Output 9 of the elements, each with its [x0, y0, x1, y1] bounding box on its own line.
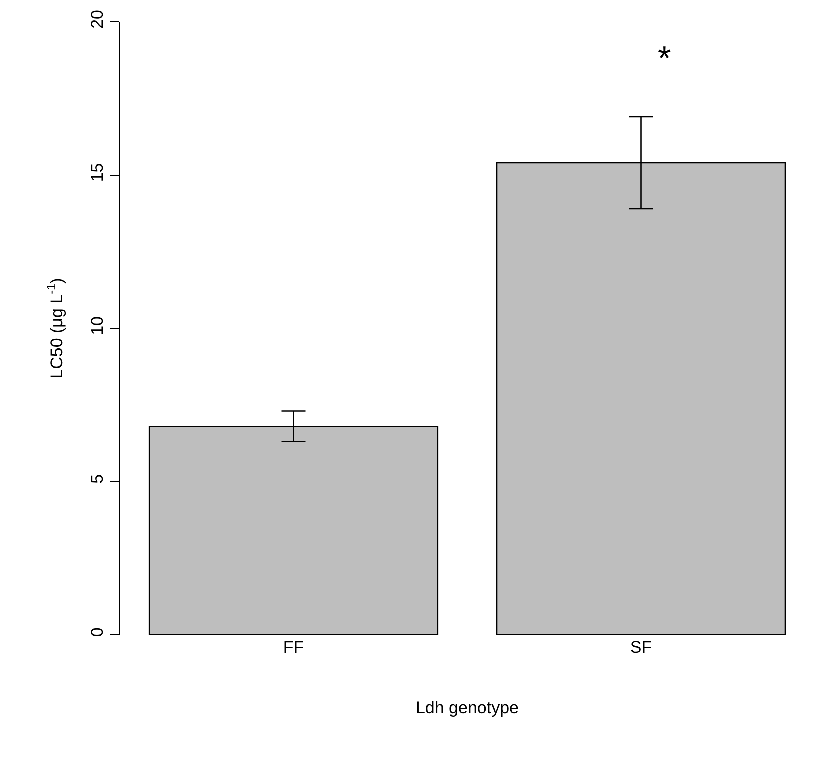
x-axis-title: Ldh genotype	[416, 698, 520, 718]
y-tick-label: 10	[88, 316, 107, 336]
y-tick-label: 5	[88, 474, 107, 484]
x-tick-label: SF	[630, 638, 652, 657]
y-tick-label: 0	[88, 628, 107, 638]
annotation: *	[658, 40, 672, 78]
y-tick-label: 15	[88, 163, 107, 182]
y-tick-label: 20	[88, 10, 107, 29]
x-tick-label: FF	[283, 638, 304, 657]
